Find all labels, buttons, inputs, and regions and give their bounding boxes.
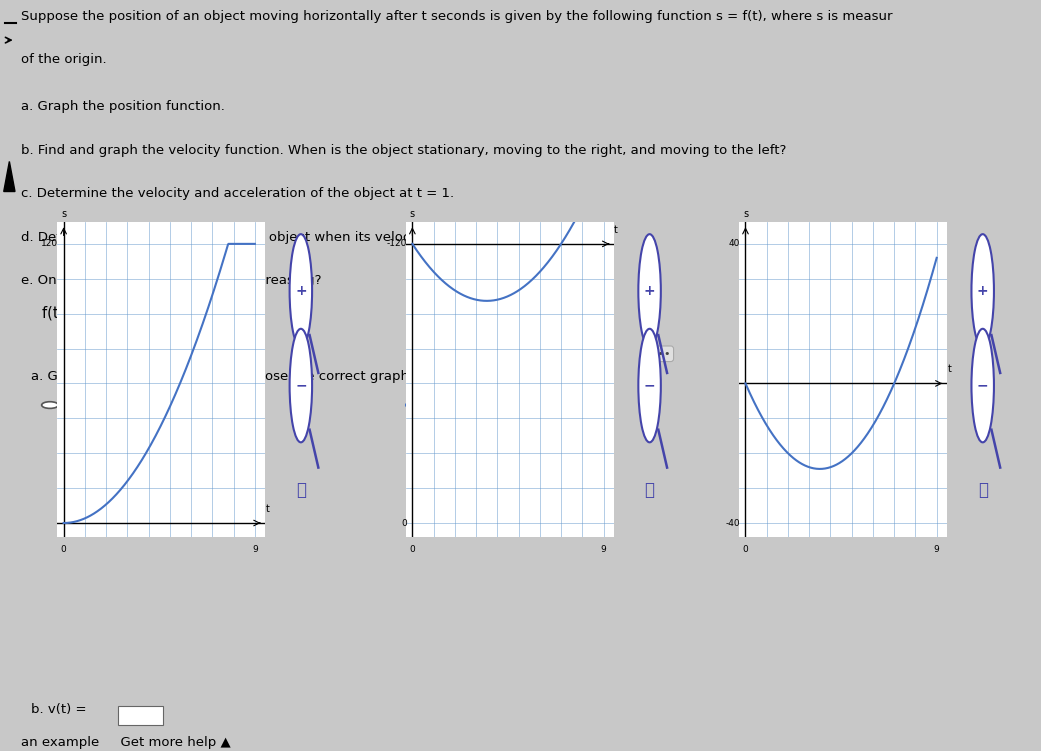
Text: 9: 9 [934, 545, 940, 554]
Text: +: + [976, 284, 989, 298]
Text: -40: -40 [726, 518, 740, 527]
Text: t: t [947, 364, 951, 375]
Text: B.: B. [429, 401, 442, 414]
Text: −: − [643, 379, 656, 393]
Text: s: s [743, 209, 748, 219]
Text: a. Graph the position function.: a. Graph the position function. [21, 100, 225, 113]
Text: C.: C. [772, 401, 786, 414]
Circle shape [289, 234, 312, 348]
Text: an example     Get more help ▲: an example Get more help ▲ [21, 737, 230, 749]
Text: a. Graph the position function. Choose the correct graph below.: a. Graph the position function. Choose t… [31, 369, 456, 382]
Circle shape [971, 329, 994, 442]
Text: d. Determine the acceleration of the object when its velocity is zero.: d. Determine the acceleration of the obj… [21, 231, 479, 243]
Text: Suppose the position of an object moving horizontally after t seconds is given b: Suppose the position of an object moving… [21, 10, 892, 23]
FancyBboxPatch shape [118, 707, 163, 725]
Text: b. v(t) =: b. v(t) = [31, 703, 86, 716]
Text: 0: 0 [60, 545, 67, 554]
Circle shape [971, 234, 994, 348]
Text: 9: 9 [252, 545, 258, 554]
Text: •••: ••• [652, 348, 670, 359]
Text: f(t) = 14t − 2t²;  0 ≤ t ≤ 9: f(t) = 14t − 2t²; 0 ≤ t ≤ 9 [42, 306, 234, 321]
Text: t: t [614, 225, 618, 235]
Polygon shape [4, 161, 15, 192]
Text: -120: -120 [386, 240, 407, 249]
Text: of the origin.: of the origin. [21, 53, 106, 67]
Text: ⧉: ⧉ [296, 481, 306, 499]
Text: b. Find and graph the velocity function. When is the object stationary, moving t: b. Find and graph the velocity function.… [21, 143, 786, 157]
Text: 0: 0 [409, 545, 415, 554]
Text: +: + [643, 284, 656, 298]
Text: A.: A. [65, 401, 77, 414]
Text: −: − [976, 379, 989, 393]
Text: 0: 0 [401, 518, 407, 527]
Text: e. On what intervals is the speed increasing?: e. On what intervals is the speed increa… [21, 274, 322, 287]
Text: ⧉: ⧉ [644, 481, 655, 499]
Circle shape [638, 234, 661, 348]
Text: c. Determine the velocity and acceleration of the object at t = 1.: c. Determine the velocity and accelerati… [21, 187, 454, 201]
Text: s: s [61, 209, 67, 219]
Text: t: t [265, 504, 270, 514]
Text: +: + [295, 284, 307, 298]
Circle shape [289, 329, 312, 442]
Circle shape [42, 402, 58, 409]
Circle shape [750, 402, 766, 409]
Circle shape [406, 402, 423, 409]
Text: 9: 9 [601, 545, 607, 554]
Text: 40: 40 [729, 240, 740, 249]
Text: 0: 0 [742, 545, 748, 554]
Text: 120: 120 [42, 240, 58, 249]
Text: ⧉: ⧉ [977, 481, 988, 499]
Circle shape [638, 329, 661, 442]
Text: −: − [295, 379, 307, 393]
Text: s: s [410, 209, 415, 219]
